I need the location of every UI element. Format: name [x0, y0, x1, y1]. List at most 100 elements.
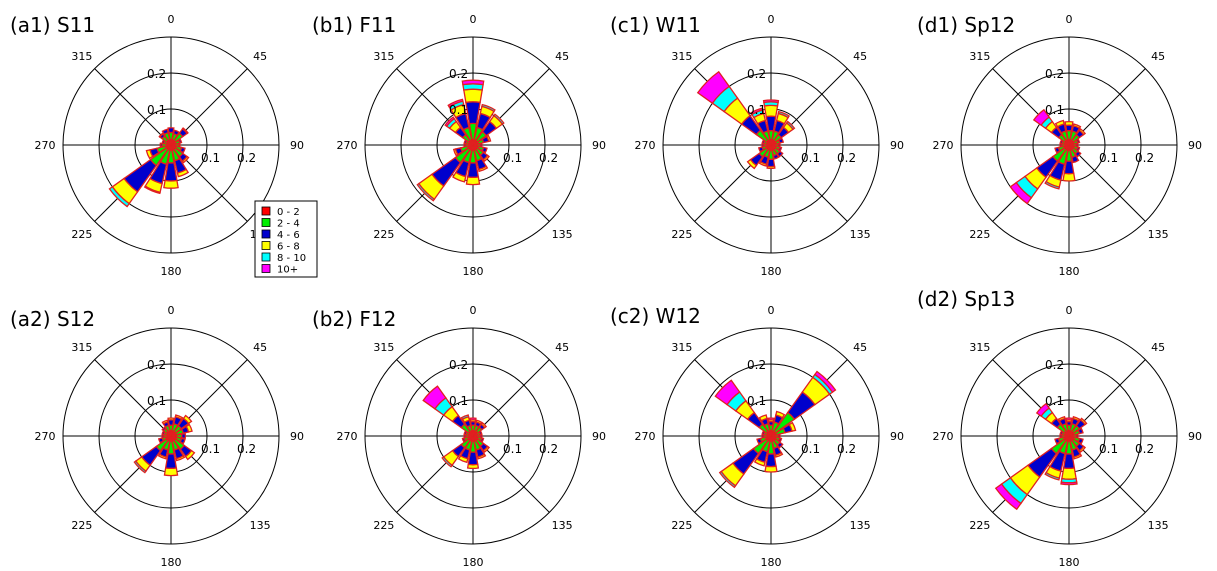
wind-sector-0-bin-3	[463, 88, 483, 104]
panel-title: (d2) Sp13	[917, 287, 1015, 311]
wind-sector-202.5-bin-3	[457, 454, 469, 464]
direction-label: 225	[71, 519, 92, 532]
wind-sector-337.5-bin-3	[161, 419, 169, 425]
direction-label: 180	[761, 265, 782, 278]
ring-label: 0.2	[1045, 67, 1064, 81]
wind-sector-337.5-bin-2	[161, 128, 169, 136]
wind-sector-45-bin-3	[480, 421, 488, 429]
wind-sector-0-bin-2	[167, 127, 175, 134]
wind-sector-22.5-bin-3	[1072, 415, 1081, 422]
wind-sector-202.5-bin-3	[452, 171, 467, 183]
wind-sector-337.5-bin-5	[447, 98, 464, 108]
wind-sector-225-bin-5	[1009, 181, 1033, 205]
direction-label: 225	[969, 519, 990, 532]
wind-sector-315-bin-5	[444, 116, 456, 128]
ring-label: 0.1	[1099, 151, 1118, 165]
direction-label: 0	[1066, 13, 1073, 26]
ring-label: 0.2	[1135, 151, 1154, 165]
wind-sector-45-bin-3	[182, 414, 193, 425]
wind-sector-157.5-bin-3	[477, 453, 487, 460]
wind-sector-337.5-bin-3	[1057, 415, 1066, 422]
direction-label: 315	[373, 50, 394, 63]
wind-sector-225-bin-4	[108, 185, 131, 208]
panel-title: (c2) W12	[610, 304, 701, 328]
wind-sector-0-bin-5	[469, 417, 477, 421]
wind-sector-157.5-bin-3	[176, 168, 190, 178]
wind-sector-315-bin-2	[161, 426, 167, 432]
wind-sector-112.5-bin-2	[777, 437, 783, 443]
ring-label: 0.1	[449, 394, 468, 408]
direction-label: 180	[463, 556, 484, 569]
wind-sector-202.5-bin-4	[143, 185, 161, 195]
ring-label: 0.2	[539, 442, 558, 456]
wind-sector-0-bin-5	[1065, 417, 1073, 421]
wind-sector-22.5-bin-2	[172, 129, 180, 137]
direction-label: 315	[373, 341, 394, 354]
wind-sector-180-bin-2	[1062, 453, 1076, 470]
wind-sector-157.5-bin-2	[1071, 154, 1080, 164]
direction-label: 270	[933, 430, 954, 443]
wind-sector-135-bin-2	[1074, 150, 1082, 158]
wind-sector-202.5-bin-4	[1044, 180, 1061, 190]
wind-sector-0-bin-3	[167, 417, 175, 421]
legend-label: 10+	[277, 265, 298, 276]
legend-label: 4 - 6	[277, 230, 300, 241]
direction-label: 315	[969, 341, 990, 354]
wind-sector-0-bin-3	[1064, 120, 1074, 127]
wind-sector-135-bin-3	[181, 155, 190, 164]
wind-sector-135-bin-3	[482, 154, 491, 163]
wind-sector-202.5-bin-3	[758, 160, 768, 167]
panel-title: (a2) S12	[10, 307, 95, 331]
wind-rose-panel-d2: (d2) Sp13 0.1 0.1 0.2 0.2 0 45 90 135 180 225 270 31…	[917, 287, 1202, 569]
wind-sector-337.5-bin-5	[750, 107, 764, 116]
direction-label: 315	[71, 341, 92, 354]
legend-label: 8 - 10	[277, 253, 306, 264]
wind-sector-225-bin-4	[133, 460, 147, 474]
ring-label: 0.1	[1045, 394, 1064, 408]
wind-sector-247.5-bin-2	[756, 437, 763, 445]
direction-label: 180	[161, 556, 182, 569]
direction-label: 135	[552, 519, 573, 532]
wind-sector-180-bin-2	[466, 162, 480, 179]
ring-label: 0.1	[801, 442, 820, 456]
wind-sector-157.5-bin-3	[774, 451, 784, 458]
wind-sector-0-bin-5	[762, 99, 780, 104]
direction-label: 0	[768, 304, 775, 317]
legend-label: 6 - 8	[277, 242, 300, 253]
direction-label: 180	[463, 265, 484, 278]
wind-sector-112.5-bin-2	[1077, 437, 1084, 445]
wind-sector-135-bin-2	[776, 150, 784, 158]
wind-sector-315-bin-5	[696, 70, 731, 105]
direction-label: 90	[592, 430, 606, 443]
panel-title: (b2) F12	[312, 307, 396, 331]
wind-sector-67.5-bin-2	[177, 138, 183, 144]
wind-sector-67.5-bin-3	[788, 421, 797, 432]
wind-sector-337.5-bin-3	[758, 414, 768, 422]
direction-label: 180	[761, 556, 782, 569]
wind-sector-45-bin-5	[813, 370, 837, 394]
ring-label: 0.2	[539, 151, 558, 165]
direction-label: 225	[671, 519, 692, 532]
direction-label: 45	[853, 50, 867, 63]
direction-label: 45	[253, 50, 267, 63]
wind-sector-180-bin-3	[1062, 172, 1076, 182]
wind-sector-22.5-bin-4	[777, 110, 791, 119]
wind-sector-135-bin-3	[1078, 445, 1087, 454]
direction-label: 45	[253, 341, 267, 354]
ring-label: 0.1	[201, 442, 220, 456]
ring-label: 0.1	[503, 442, 522, 456]
ring-label: 0.2	[237, 151, 256, 165]
ring-label: 0.1	[747, 103, 766, 117]
ring-label: 0.1	[449, 103, 468, 117]
direction-label: 45	[1151, 341, 1165, 354]
wind-sector-157.5-bin-3	[477, 165, 489, 173]
wind-sector-247.5-bin-2	[461, 437, 467, 443]
direction-label: 135	[1148, 228, 1169, 241]
legend-swatch	[261, 241, 271, 250]
ring-label: 0.1	[147, 394, 166, 408]
wind-rose-panel-a2: (a2) S12 0.1 0.1 0.2 0.2 0 45 90 135 180 225 270 315	[10, 304, 304, 569]
ring-label: 0.2	[837, 151, 856, 165]
direction-label: 135	[250, 519, 271, 532]
